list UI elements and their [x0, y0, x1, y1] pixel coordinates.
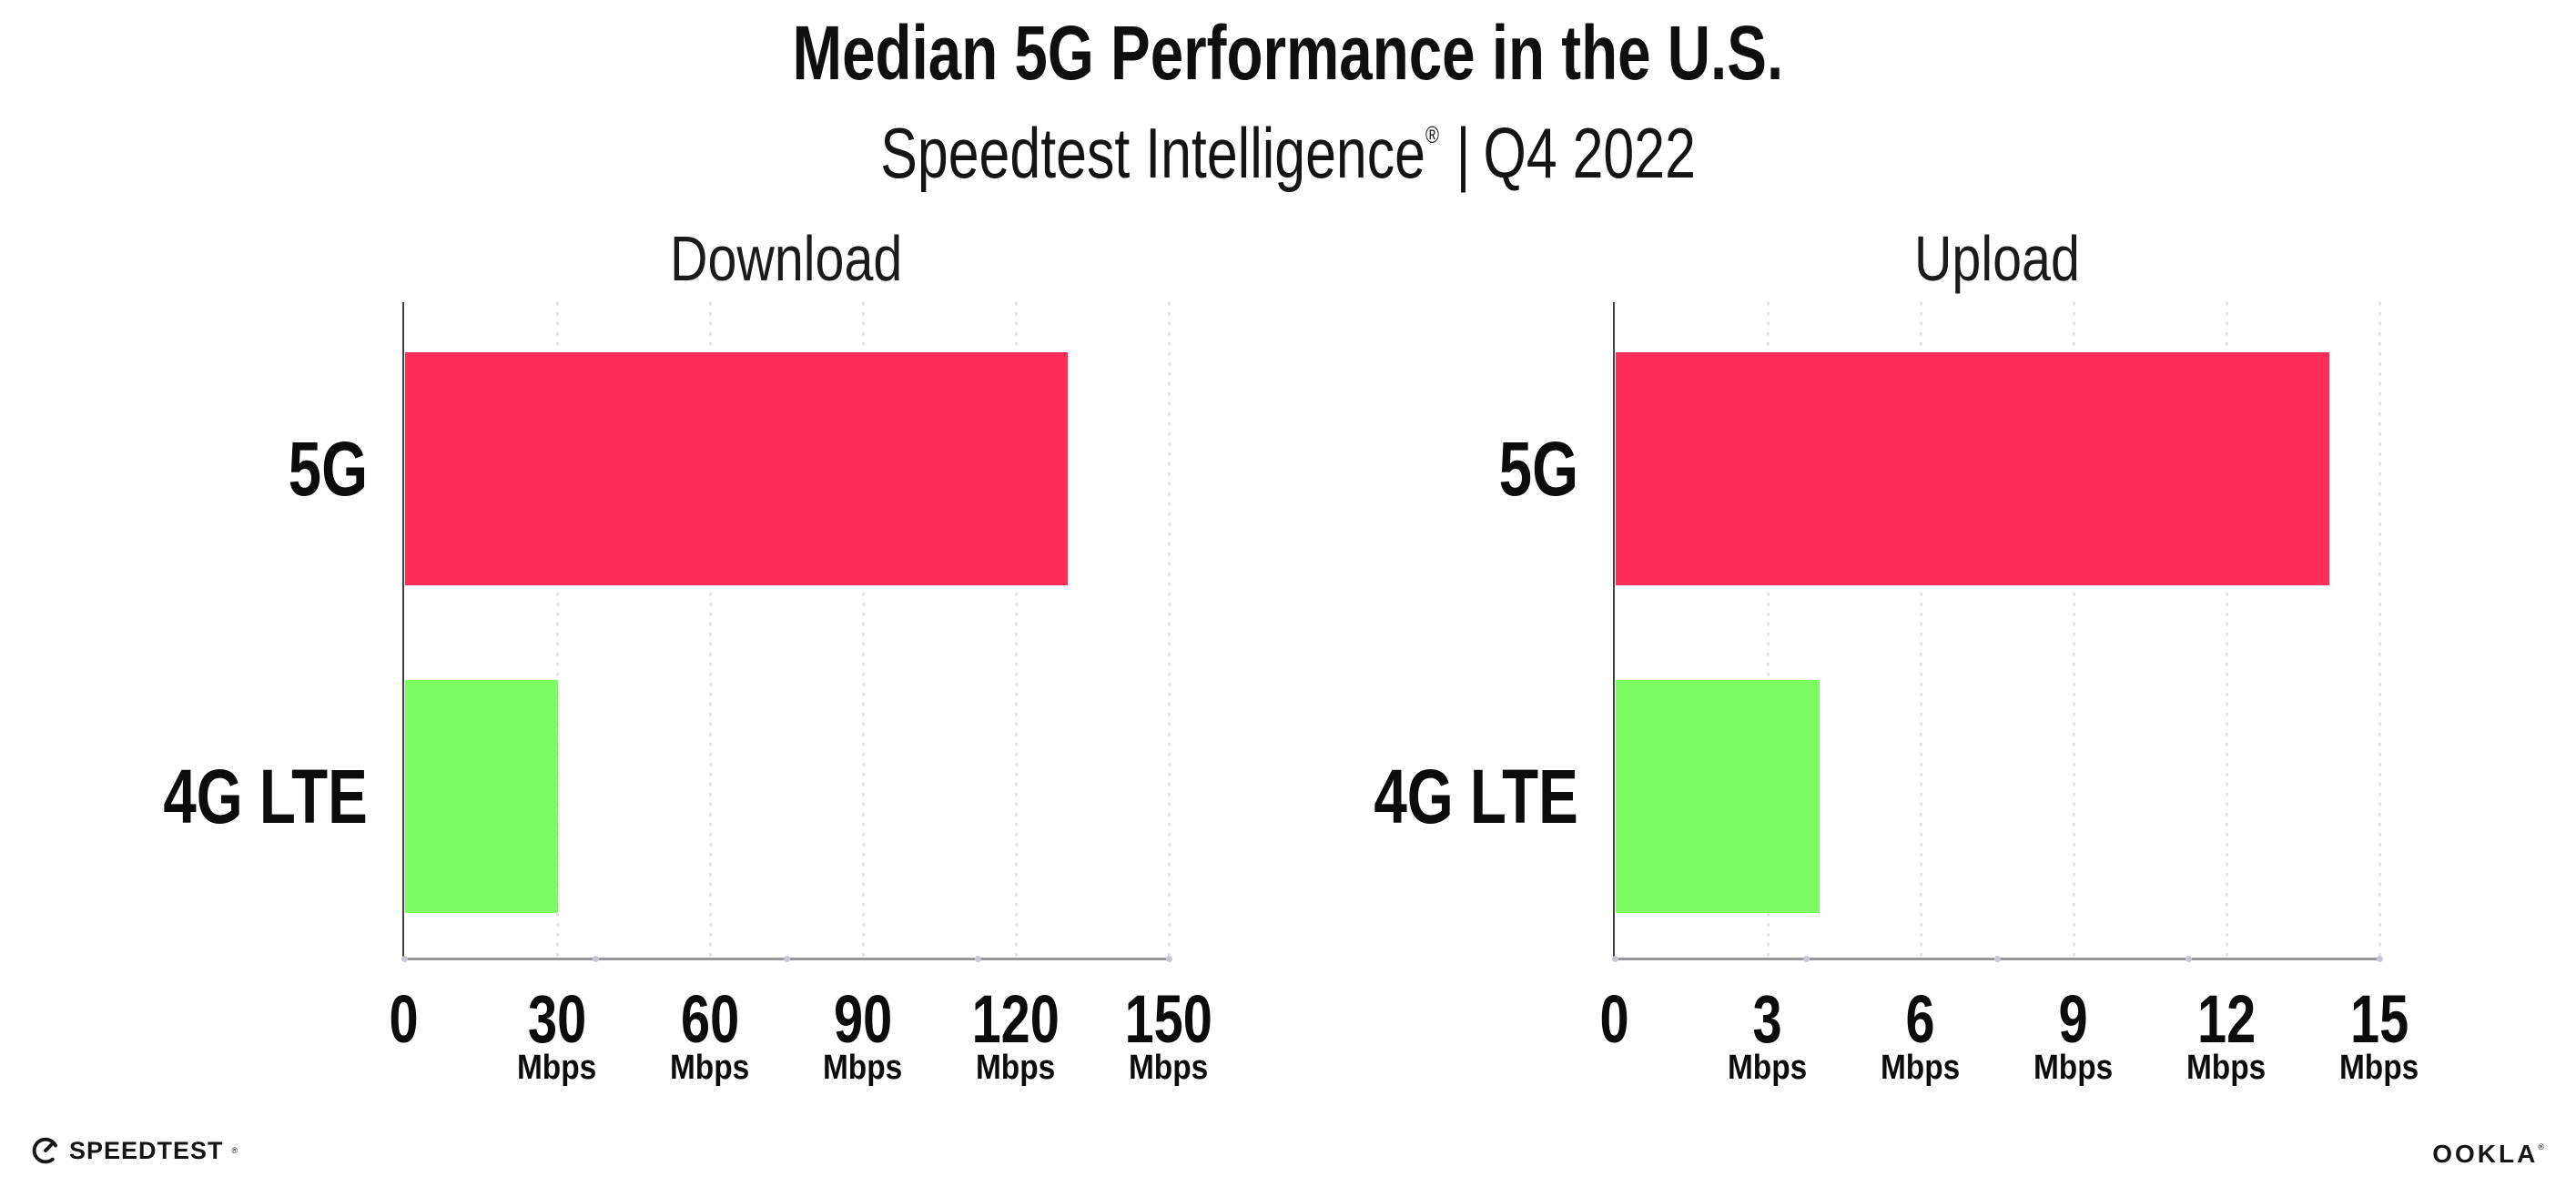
upload-tick-value: 3: [1752, 981, 1783, 1057]
gridline-12-upload: [2225, 302, 2228, 959]
upload-axis-tick-dot-0: [1611, 956, 1618, 962]
download-tick-unit-text: Mbps: [1129, 1049, 1209, 1087]
download-axis-tick-dot-3: [974, 956, 981, 962]
upload-tick-value: 15: [2349, 981, 2409, 1057]
download-tick-unit-text: Mbps: [517, 1049, 597, 1087]
download-category-label-text: 5G: [288, 426, 368, 512]
page-title-text: Median 5G Performance in the U.S.: [792, 10, 1784, 96]
gridline-30-download: [555, 302, 559, 959]
upload-tick-unit-6: Mbps: [1811, 1050, 2030, 1093]
speedtest-logo-text: SPEEDTEST: [69, 1136, 224, 1164]
gridline-90-download: [861, 302, 865, 959]
download-tick-unit-90: Mbps: [754, 1050, 972, 1093]
gridline-60-download: [708, 302, 712, 959]
download-tick-value: 0: [389, 981, 420, 1057]
upload-tick-unit-text: Mbps: [1728, 1049, 1808, 1087]
gridline-6-upload: [1919, 302, 1922, 959]
upload-tick-unit-text: Mbps: [2033, 1049, 2114, 1087]
upload-tick-unit-text: Mbps: [2339, 1049, 2419, 1087]
upload-tick-unit-12: Mbps: [2117, 1050, 2336, 1093]
download-tick-value: 150: [1124, 981, 1213, 1057]
download-tick-unit-120: Mbps: [907, 1050, 1125, 1093]
upload-axis-tick-dot-3: [2185, 956, 2192, 962]
upload-category-label-4g-lte: 4G LTE: [1196, 756, 1578, 860]
ookla-trademark-icon: ®: [2538, 1142, 2544, 1151]
download-tick-unit-60: Mbps: [601, 1050, 819, 1093]
download-tick-label-90: 90: [754, 986, 972, 1072]
download-category-label-5g: 5G: [0, 428, 368, 533]
bar-5g-upload: [1616, 352, 2329, 585]
gridline-9-upload: [2072, 302, 2075, 959]
download-axis-tick-dot-1: [592, 956, 599, 962]
download-axis-tick-dot-0: [401, 956, 408, 962]
download-tick-value: 30: [527, 981, 587, 1057]
ookla-logo: OOKLA®: [2432, 1140, 2544, 1169]
download-tick-label-0: 0: [295, 986, 513, 1072]
download-axis-tick-dot-4: [1165, 956, 1172, 962]
download-tick-label-120: 120: [907, 986, 1125, 1072]
download-tick-unit-150: Mbps: [1060, 1050, 1278, 1093]
registered-trademark-icon: ®: [1425, 121, 1439, 148]
download-axis-tick-dot-2: [783, 956, 790, 962]
page-title: Median 5G Performance in the U.S.: [0, 11, 2576, 117]
speedtest-trademark-icon: ®: [231, 1146, 238, 1155]
upload-tick-label-0: 0: [1506, 986, 1724, 1072]
page-subtitle: Speedtest Intelligence® | Q4 2022: [0, 95, 2576, 214]
download-tick-label-150: 150: [1060, 986, 1278, 1072]
upload-tick-unit-9: Mbps: [1964, 1050, 2183, 1093]
upload-tick-label-6: 6: [1811, 986, 2030, 1072]
download-chart-title-text: Download: [670, 223, 903, 294]
download-tick-unit-text: Mbps: [976, 1049, 1056, 1087]
upload-axis-tick-dot-2: [1993, 956, 2001, 962]
bar-4g-lte-download: [405, 680, 558, 913]
upload-tick-value: 0: [1599, 981, 1630, 1057]
subtitle-separator: |: [1455, 113, 1471, 193]
upload-tick-label-12: 12: [2117, 986, 2336, 1072]
upload-tick-value: 6: [1905, 981, 1936, 1057]
download-tick-unit-30: Mbps: [448, 1050, 666, 1093]
gridline-3-upload: [1766, 302, 1770, 959]
ookla-logo-text: OOKLA: [2432, 1140, 2539, 1168]
upload-tick-value: 12: [2196, 981, 2257, 1057]
bar-5g-download: [405, 352, 1068, 585]
download-tick-unit-text: Mbps: [823, 1049, 903, 1087]
upload-tick-unit-text: Mbps: [1881, 1049, 1961, 1087]
upload-axis-tick-dot-1: [1802, 956, 1810, 962]
upload-tick-label-15: 15: [2270, 986, 2489, 1072]
download-category-label-text: 4G LTE: [163, 754, 368, 839]
download-tick-label-60: 60: [601, 986, 819, 1072]
upload-category-label-text: 4G LTE: [1374, 754, 1578, 839]
upload-category-label-5g: 5G: [1196, 428, 1578, 533]
subtitle-brand: Speedtest Intelligence: [880, 113, 1425, 193]
speedtest-gauge-icon: [32, 1137, 59, 1164]
upload-chart-title: Upload: [1615, 215, 2379, 320]
download-chart-title: Download: [404, 215, 1169, 320]
download-tick-value: 60: [680, 981, 740, 1057]
bar-4g-lte-upload: [1616, 680, 1820, 913]
upload-y-axis: [1613, 302, 1615, 960]
download-tick-value: 90: [833, 981, 893, 1057]
download-y-axis: [402, 302, 404, 960]
upload-tick-value: 9: [2058, 981, 2089, 1057]
upload-tick-unit-3: Mbps: [1658, 1050, 1877, 1093]
subtitle-period: Q4 2022: [1483, 113, 1696, 193]
download-tick-label-30: 30: [448, 986, 666, 1072]
download-tick-value: 120: [971, 981, 1060, 1057]
gridline-15-upload: [2378, 302, 2381, 959]
speedtest-logo: SPEEDTEST ®: [30, 1135, 238, 1166]
upload-chart-title-text: Upload: [1914, 223, 2080, 294]
download-category-label-4g-lte: 4G LTE: [0, 756, 368, 860]
download-tick-unit-text: Mbps: [670, 1049, 750, 1087]
gridline-120-download: [1014, 302, 1018, 959]
upload-tick-unit-text: Mbps: [2186, 1049, 2267, 1087]
gridline-150-download: [1167, 302, 1171, 959]
upload-tick-label-3: 3: [1658, 986, 1877, 1072]
upload-tick-label-9: 9: [1964, 986, 2183, 1072]
upload-tick-unit-15: Mbps: [2270, 1050, 2489, 1093]
upload-category-label-text: 5G: [1498, 426, 1578, 512]
upload-axis-tick-dot-4: [2376, 956, 2383, 962]
